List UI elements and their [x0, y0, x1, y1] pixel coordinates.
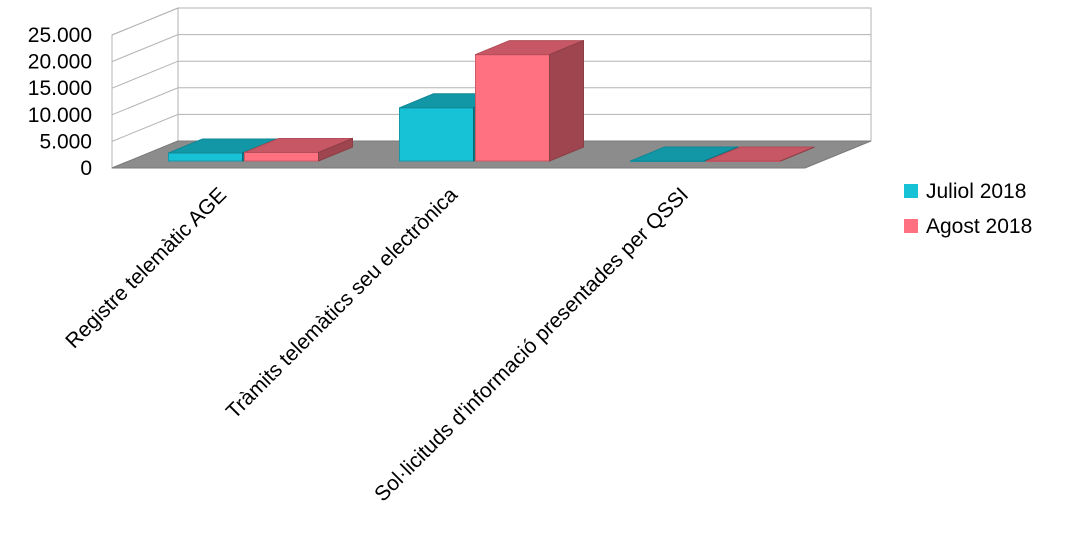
- legend-swatch-agost: [904, 219, 918, 233]
- bar-front: [399, 107, 474, 162]
- bar-side: [549, 39, 584, 162]
- gridline: [111, 113, 871, 142]
- y-tick-label: 25.000: [28, 24, 92, 47]
- y-tick-label: 5.000: [39, 130, 92, 153]
- bar-side: [780, 146, 815, 162]
- bar-front: [475, 54, 550, 162]
- bar-side: [318, 137, 353, 162]
- chart-legend: Juliol 2018 Agost 2018: [904, 180, 1032, 238]
- gridline: [111, 60, 871, 89]
- legend-swatch-juliol: [904, 184, 918, 198]
- x-category-label: Registre telemàtic AGE: [61, 183, 231, 353]
- legend-label-agost: Agost 2018: [926, 215, 1032, 238]
- bar-juliol-2: [630, 146, 739, 162]
- chart-bars: [168, 39, 815, 162]
- bar-agost-2: [706, 146, 815, 162]
- y-tick-label: 20.000: [28, 51, 92, 74]
- y-tick-label: 10.000: [28, 104, 92, 127]
- y-axis-ticks: 25.000 20.000 15.000 10.000 5.000 0: [28, 24, 92, 180]
- bar-side: [704, 146, 739, 162]
- x-category-label: Tràmits telemàtics seu electrònica: [222, 183, 462, 423]
- side-wall: [111, 7, 179, 169]
- bar-front: [168, 152, 243, 162]
- legend-label-juliol: Juliol 2018: [926, 180, 1026, 203]
- gridline: [111, 34, 871, 63]
- gridline: [111, 7, 871, 36]
- y-tick-label: 0: [80, 157, 92, 180]
- gridline: [111, 87, 871, 116]
- bar-agost-1: [475, 39, 584, 162]
- bar-front: [244, 151, 319, 162]
- bar-agost-0: [244, 137, 353, 162]
- y-tick-label: 15.000: [28, 77, 92, 100]
- x-axis-category-labels: Registre telemàtic AGE Tràmits telemàtic…: [61, 183, 693, 506]
